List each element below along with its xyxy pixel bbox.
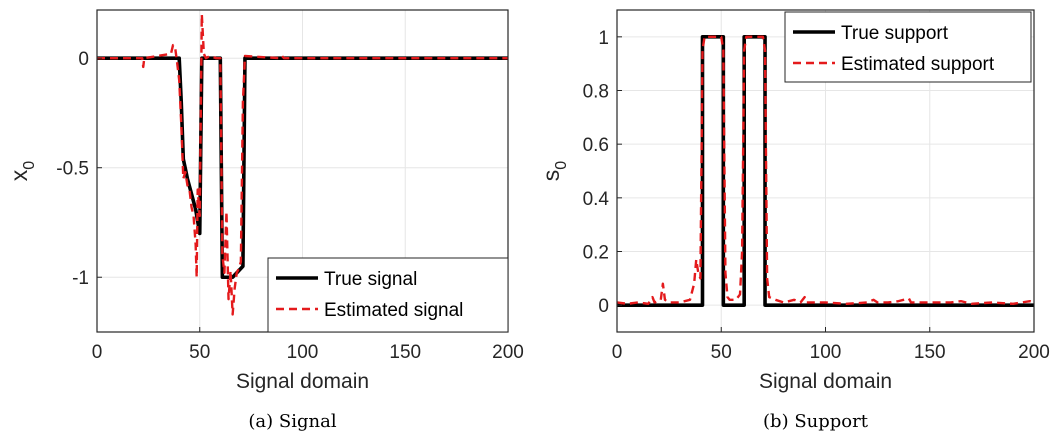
y-axis-label: s0 [538,161,570,182]
y-axis-label-main: x [6,169,32,181]
y-tick-label: 0 [598,296,609,317]
x-axis-label: Signal domain [759,370,892,393]
y-axis-label-subscript: 0 [21,161,38,170]
y-axis-label: x0 [6,161,38,182]
y-tick-label: 0.6 [583,135,609,156]
legend-box [267,257,509,333]
y-tick-label: 0.8 [583,82,609,103]
x-tick-label: 0 [92,342,103,363]
legend: True signal Estimated signal [267,257,509,333]
x-tick-label: 100 [287,342,319,363]
y-axis-label-main: s [538,170,564,182]
legend-label-1: Estimated support [841,54,995,75]
x-tick-label: 200 [492,342,524,363]
y-tick-label: 0.4 [583,189,610,210]
x-tick-label: 150 [389,342,421,363]
legend-label-1: Estimated signal [324,300,463,321]
x-tick-label: 150 [914,342,946,363]
figure-caption: (a) Signal [248,411,336,432]
legend-label-0: True support [841,23,949,44]
x-tick-label: 0 [612,342,623,363]
y-tick-label: -1 [72,268,89,289]
figure-caption: (b) Support [763,411,869,432]
x-tick-label: 50 [189,342,210,363]
support-chart: 0 50 100 150 200 0 0.2 0.4 0.6 0.8 1 Signal domain s… [538,9,1050,432]
x-tick-label: 100 [810,342,842,363]
y-tick-label: 1 [598,28,609,49]
series-line-1 [97,13,508,316]
legend-label-0: True signal [324,269,417,290]
x-tick-label: 50 [711,342,732,363]
y-tick-label: -0.5 [56,159,89,180]
x-axis-label: Signal domain [236,370,369,393]
legend-box [784,11,1032,83]
series-line-1 [616,35,1035,306]
x-tick-label: 200 [1018,342,1050,363]
legend: True support Estimated support [784,11,1032,83]
y-axis-label-subscript: 0 [553,161,570,170]
y-tick-label: 0 [78,49,89,70]
y-tick-label: 0.2 [583,243,609,264]
